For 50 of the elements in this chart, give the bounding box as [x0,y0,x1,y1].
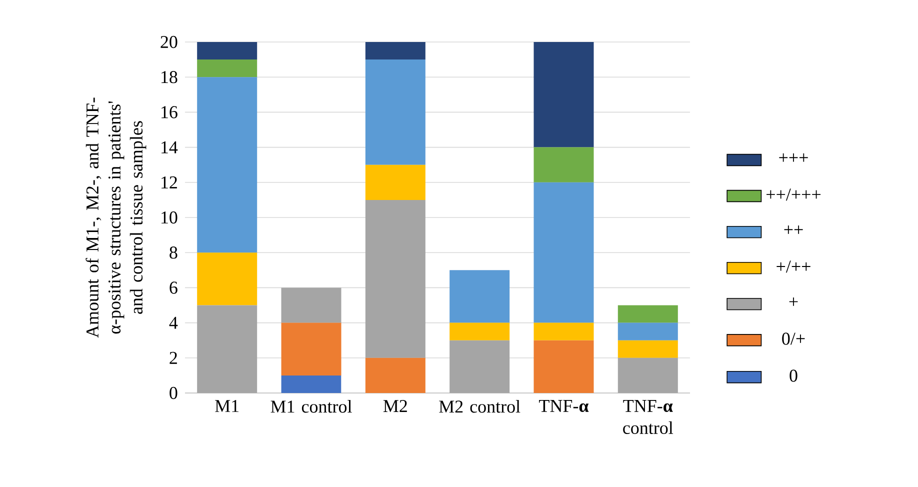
y-tick-label: 4 [169,316,178,329]
bar [618,340,678,358]
legend-label: ++/+++ [766,188,821,201]
legend-label: + [789,297,798,306]
y-tick-label: 14 [162,141,178,154]
bar [365,42,426,60]
x-tick-label: M1 control [270,400,352,413]
bar [197,77,258,253]
legend-label: 0 [790,370,798,382]
y-tick-label: 6 [170,282,178,294]
bar [365,164,426,200]
bar [534,182,594,323]
legend-label: 0/+ [782,332,805,345]
bar [197,252,258,306]
x-tick-label: M1 [215,400,239,412]
bar [281,322,342,376]
y-tick-label: 2 [170,352,177,364]
bar [197,305,258,393]
legend-label: +++ [779,153,808,162]
bar [365,358,426,393]
bar [197,60,258,78]
x-tick-label: TNF-α control [623,400,674,434]
bar [365,200,426,358]
bar [281,288,342,323]
bar [618,322,678,340]
bar [618,305,678,323]
y-tick-label: 12 [162,176,177,188]
y-tick-label: 18 [162,71,178,84]
legend-label: +/++ [776,260,810,273]
y-axis-title: Amount of M1-, M2-, and TNF-α-positive structures in patients' and control tissue samples [86,98,146,338]
y-tick-label: 16 [162,106,178,118]
y-tick-label: 0 [170,386,178,400]
bar [450,340,510,393]
legend-label: ++ [784,225,803,234]
x-tick-label: M2 control [439,400,520,413]
bar [197,42,258,60]
x-tick-label: M2 [383,400,407,412]
bar [281,375,342,393]
bar [534,42,594,148]
bar [365,60,426,165]
bar [534,147,594,182]
bar [450,322,510,340]
y-tick-label: 8 [170,246,178,259]
bar [618,358,678,393]
y-tick-label: 10 [162,211,178,224]
bar [534,340,594,393]
y-tick-label: 20 [160,36,178,48]
x-tick-label: TNF-α [539,400,589,412]
bar [450,270,510,323]
bar [534,322,594,340]
